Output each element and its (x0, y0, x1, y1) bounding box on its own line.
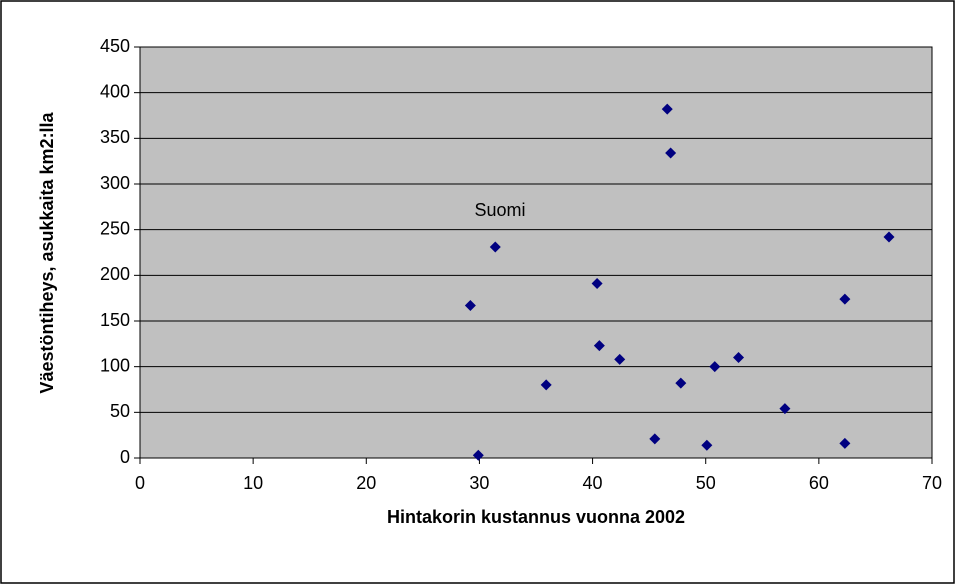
y-tick-label: 200 (100, 264, 130, 284)
point (593, 340, 605, 352)
y-tick-label: 0 (120, 447, 130, 467)
point (665, 147, 677, 159)
plot-area (139, 46, 933, 459)
y-tick-label: 50 (110, 401, 130, 421)
annotation: Suomi (474, 200, 525, 220)
point (883, 231, 895, 243)
y-tick-label: 300 (100, 173, 130, 193)
point (839, 293, 851, 305)
y-tick-label: 100 (100, 355, 130, 375)
point (839, 437, 851, 449)
point (675, 377, 687, 389)
point (591, 278, 603, 290)
x-tick-label: 20 (356, 473, 376, 493)
y-axis-label: Väestöntiheys, asukkaita km2:lla (37, 111, 57, 393)
y-tick-label: 250 (100, 218, 130, 238)
x-tick-label: 40 (583, 473, 603, 493)
x-tick-label: 50 (696, 473, 716, 493)
x-tick-label: 60 (809, 473, 829, 493)
y-tick-label: 350 (100, 127, 130, 147)
point (649, 433, 661, 445)
point (709, 361, 721, 373)
y-tick-label: 400 (100, 81, 130, 101)
x-tick-label: 10 (243, 473, 263, 493)
x-tick-label: 70 (922, 473, 942, 493)
point (779, 403, 791, 415)
point (464, 299, 476, 311)
x-tick-label: 30 (469, 473, 489, 493)
point (472, 449, 484, 461)
point (540, 379, 552, 391)
x-axis-label: Hintakorin kustannus vuonna 2002 (387, 507, 685, 527)
point (701, 439, 713, 451)
x-tick-label: 0 (135, 473, 145, 493)
point (733, 352, 745, 364)
y-tick-label: 150 (100, 310, 130, 330)
point (661, 103, 673, 115)
point (614, 353, 626, 365)
y-tick-label: 450 (100, 36, 130, 56)
point (489, 241, 501, 253)
